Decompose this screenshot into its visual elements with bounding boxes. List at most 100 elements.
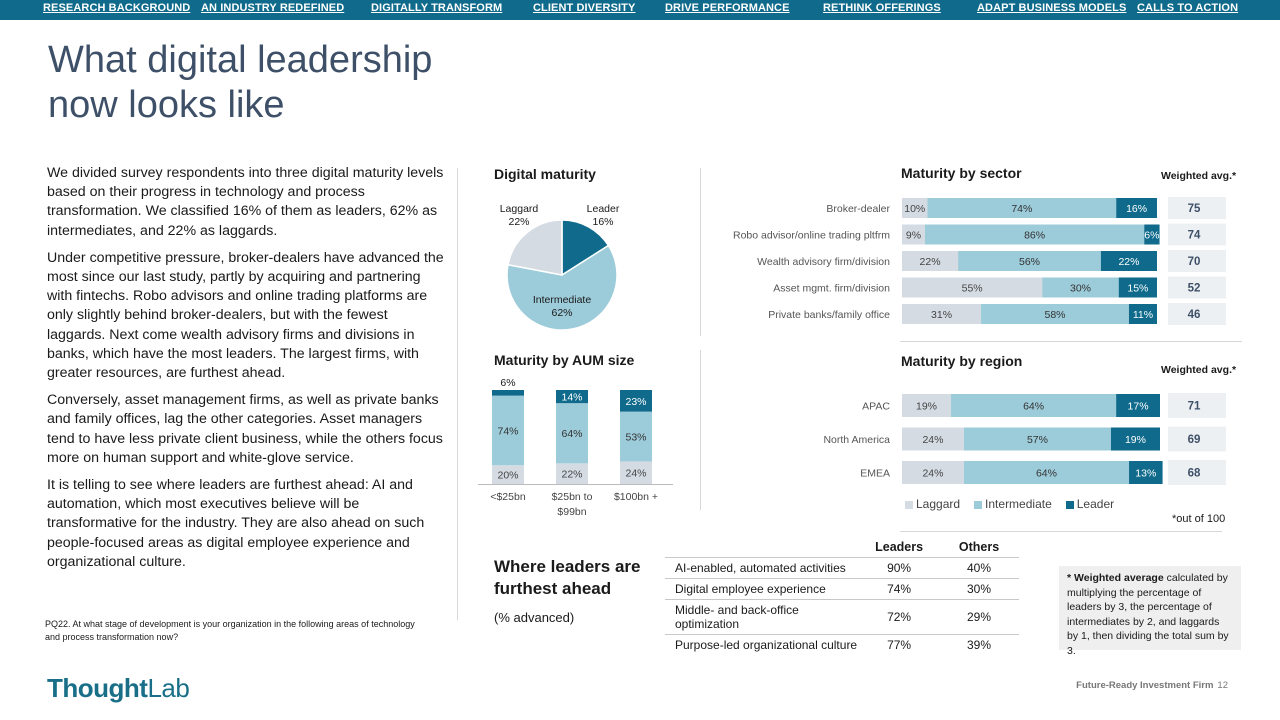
note-text: calculated by multiplying the percentage… xyxy=(1067,572,1229,657)
nav-client-diversity[interactable]: CLIENT DIVERSITY xyxy=(533,2,636,14)
divider xyxy=(900,341,1242,342)
bar-value-label: 57% xyxy=(1027,434,1048,446)
logo-bold: Thought xyxy=(47,673,148,703)
table-header-row: Leaders Others xyxy=(665,538,1019,558)
table-cell-leaders: 74% xyxy=(859,578,940,600)
bar-segment-leader xyxy=(1128,304,1157,324)
weighted-avg-cell xyxy=(1168,250,1226,272)
bar-segment-laggard xyxy=(902,394,952,417)
bar-category-label: Wealth advisory firm/division xyxy=(757,256,890,268)
bar-segment-leader xyxy=(1110,427,1160,451)
question-footnote: PQ22. At what stage of development is yo… xyxy=(45,619,415,642)
sector-stacked-bar-chart: Broker-dealer 10% 74% 16% 75 Robo advisor/onl… xyxy=(733,197,1226,325)
x-tick-label: $99bn xyxy=(557,506,586,518)
bar-segment-intermediate xyxy=(1042,277,1119,298)
bar-value-label: 10% xyxy=(904,203,925,215)
table-cell-area: Purpose-led organizational culture xyxy=(675,638,858,653)
chart-legend: Laggard Intermediate Leader xyxy=(905,497,1114,511)
bar-segment-intermediate xyxy=(963,461,1130,484)
legend-label: Intermediate xyxy=(985,497,1052,511)
bar-segment-laggard xyxy=(902,251,959,271)
weighted-avg-cell xyxy=(1168,393,1226,418)
paragraph: Conversely, asset management firms, as w… xyxy=(47,392,443,466)
region-chart-title: Maturity by region xyxy=(901,353,1023,369)
table-cell-others: 39% xyxy=(967,638,992,653)
table-cell-area: AI-enabled, automated activities xyxy=(665,557,860,579)
weighted-avg-cell xyxy=(1168,426,1226,452)
column-segment-intermediate xyxy=(556,403,588,464)
bar-value-label: 56% xyxy=(1019,256,1040,268)
thoughtlab-logo: ThoughtLab xyxy=(47,673,190,704)
weighted-avg-value: 70 xyxy=(1188,256,1201,268)
nav-an-industry-redefined[interactable]: AN INDUSTRY REDEFINED xyxy=(201,2,345,14)
table-cell-others: 29% xyxy=(939,599,1019,635)
bar-category-label: Robo advisor/online trading pltfrm xyxy=(733,230,890,242)
weighted-avg-cell xyxy=(1168,460,1226,485)
region-stacked-bar-chart: APAC 19% 64% 17% 71 North America 24% 57% 19% 69 E… xyxy=(823,393,1226,485)
bar-value-label: 30% xyxy=(1070,283,1091,295)
nav-research-background[interactable]: RESEARCH BACKGROUND xyxy=(43,2,191,14)
weighted-avg-cell xyxy=(1168,223,1226,246)
table-row: Middle- and back-office optimization 72%… xyxy=(665,599,1019,635)
bar-segment-intermediate xyxy=(963,427,1111,451)
paragraph: Under competitive pressure, broker-deale… xyxy=(47,249,444,382)
column-segment-laggard xyxy=(556,463,588,484)
bar-value-label: 22% xyxy=(920,256,941,268)
legend-item-intermediate: Intermediate xyxy=(974,497,1052,511)
table-cell-others: 40% xyxy=(939,557,1019,579)
body-text: We divided survey respondents into three… xyxy=(47,164,447,580)
column-segment-leader xyxy=(620,390,652,412)
column-segment-leader xyxy=(492,390,524,396)
nav-adapt-business-models[interactable]: ADAPT BUSINESS MODELS xyxy=(977,2,1127,14)
bar-segment-intermediate xyxy=(958,251,1101,271)
bar-segment-leader xyxy=(1116,198,1157,218)
nav-drive-performance[interactable]: DRIVE PERFORMANCE xyxy=(665,2,790,14)
leaders-section-subtitle: (% advanced) xyxy=(494,610,575,625)
table-cell-leaders: 77% xyxy=(887,638,912,653)
table-cell-leaders: 72% xyxy=(859,599,940,635)
nav-rethink-offerings[interactable]: RETHINK OFFERINGS xyxy=(823,2,941,14)
column-value-label: 53% xyxy=(625,432,646,444)
page-title: What digital leadership now looks like xyxy=(48,39,433,126)
leaders-table: Leaders Others AI-enabled, automated act… xyxy=(665,538,1019,656)
table-cell-area: Middle- and back-office optimization xyxy=(665,599,860,635)
column-segment-laggard xyxy=(492,465,524,484)
column-segment-laggard xyxy=(620,461,652,484)
bar-segment-laggard xyxy=(902,224,925,245)
bar-category-label: EMEA xyxy=(860,468,890,480)
divider xyxy=(457,168,458,620)
bar-value-label: 22% xyxy=(1118,256,1139,268)
bar-segment-leader xyxy=(1129,461,1163,484)
bar-segment-intermediate xyxy=(924,224,1145,245)
column-value-label: 22% xyxy=(561,469,582,481)
nav-digitally-transform[interactable]: DIGITALLY TRANSFORM xyxy=(371,2,503,14)
x-tick-label: $25bn to xyxy=(552,491,593,503)
legend-item-laggard: Laggard xyxy=(905,497,960,511)
legend-label: Laggard xyxy=(916,497,961,511)
column-segment-intermediate xyxy=(620,411,652,462)
aum-chart-title: Maturity by AUM size xyxy=(494,352,635,368)
sector-weighted-avg-label: Weighted avg.* xyxy=(1161,170,1237,182)
bar-value-label: 11% xyxy=(1133,309,1153,321)
column-value-label: 74% xyxy=(497,425,518,437)
bar-segment-intermediate xyxy=(951,394,1117,417)
bar-category-label: Broker-dealer xyxy=(826,203,890,215)
column-value-label: 23% xyxy=(625,396,646,408)
bar-value-label: 55% xyxy=(962,283,983,295)
bar-value-label: 19% xyxy=(1125,434,1146,446)
note-bold: * Weighted average xyxy=(1067,572,1164,584)
column-value-label: 20% xyxy=(497,470,518,482)
pie-slice-laggard xyxy=(507,219,563,276)
pie-label-intermediate: Intermediate xyxy=(533,294,592,306)
table-cell-area: Digital employee experience xyxy=(665,578,860,600)
weighted-avg-value: 71 xyxy=(1188,401,1201,413)
bar-value-label: 58% xyxy=(1044,309,1065,321)
column-value-label: 14% xyxy=(561,392,582,404)
bar-value-label: 64% xyxy=(1023,401,1044,413)
column-value-label: 24% xyxy=(625,468,646,480)
nav-calls-to-action[interactable]: CALLS TO ACTION xyxy=(1137,2,1239,14)
bar-segment-laggard xyxy=(902,461,964,484)
bar-value-label: 6% xyxy=(1144,230,1159,242)
table-header xyxy=(665,538,860,558)
